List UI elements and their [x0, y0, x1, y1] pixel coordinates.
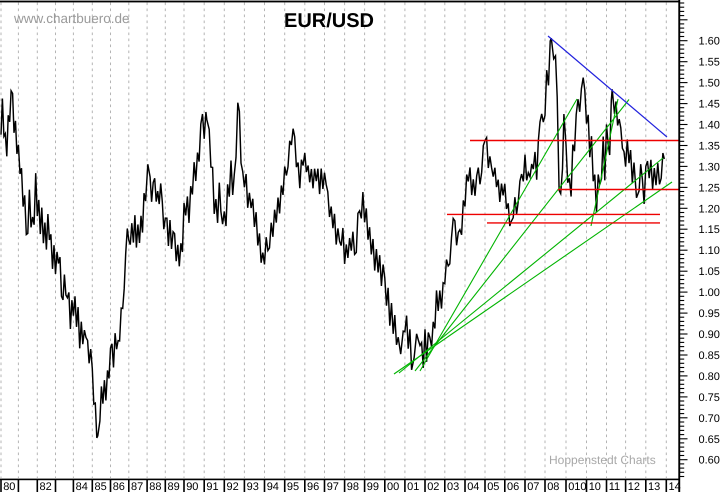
svg-text:0.70: 0.70: [699, 413, 720, 425]
svg-text:96: 96: [307, 481, 319, 492]
svg-text:84: 84: [76, 481, 88, 492]
svg-text:0.65: 0.65: [699, 434, 720, 446]
svg-text:04: 04: [467, 481, 479, 492]
svg-text:1.25: 1.25: [699, 182, 720, 194]
svg-text:12: 12: [628, 481, 640, 492]
svg-text:1.10: 1.10: [699, 245, 720, 257]
svg-text:88: 88: [149, 481, 161, 492]
svg-text:80: 80: [3, 481, 15, 492]
svg-text:99: 99: [367, 481, 379, 492]
svg-text:98: 98: [347, 481, 359, 492]
svg-text:14: 14: [669, 481, 681, 492]
svg-text:0.95: 0.95: [699, 308, 720, 320]
svg-text:94: 94: [267, 481, 279, 492]
svg-text:93: 93: [247, 481, 259, 492]
svg-text:1.00: 1.00: [699, 287, 720, 299]
svg-text:11: 11: [609, 481, 620, 492]
svg-text:13: 13: [648, 481, 660, 492]
svg-text:0.80: 0.80: [699, 371, 720, 383]
svg-text:06: 06: [507, 481, 519, 492]
svg-text:0.85: 0.85: [699, 350, 720, 362]
svg-text:02: 02: [427, 481, 439, 492]
svg-text:07: 07: [527, 481, 539, 492]
svg-text:87: 87: [131, 481, 143, 492]
svg-text:10: 10: [589, 481, 601, 492]
svg-text:08: 08: [547, 481, 559, 492]
svg-text:00: 00: [387, 481, 399, 492]
svg-text:0.75: 0.75: [699, 392, 720, 404]
svg-text:1.05: 1.05: [699, 266, 720, 278]
svg-text:EUR/USD: EUR/USD: [284, 10, 374, 32]
svg-text:0.90: 0.90: [699, 329, 720, 341]
svg-text:89: 89: [168, 481, 180, 492]
svg-text:1.30: 1.30: [699, 161, 720, 173]
svg-text:03: 03: [447, 481, 459, 492]
svg-text:95: 95: [287, 481, 299, 492]
svg-text:1.50: 1.50: [699, 78, 720, 90]
svg-text:1.40: 1.40: [699, 120, 720, 132]
svg-text:0.60: 0.60: [699, 455, 720, 467]
svg-text:1.45: 1.45: [699, 99, 720, 111]
svg-text:91: 91: [206, 481, 218, 492]
svg-text:Hoppenstedt Charts: Hoppenstedt Charts: [549, 453, 656, 467]
svg-text:86: 86: [113, 481, 125, 492]
svg-text:92: 92: [227, 481, 239, 492]
svg-text:01: 01: [407, 481, 419, 492]
svg-text:82: 82: [40, 481, 52, 492]
svg-text:85: 85: [95, 481, 107, 492]
svg-text:www.chartbuero.de: www.chartbuero.de: [13, 11, 130, 26]
svg-text:1.20: 1.20: [699, 203, 720, 215]
svg-text:1.60: 1.60: [699, 36, 720, 48]
svg-text:1.15: 1.15: [699, 224, 720, 236]
svg-text:97: 97: [327, 481, 339, 492]
svg-text:1.55: 1.55: [699, 57, 720, 69]
svg-text:05: 05: [487, 481, 499, 492]
svg-text:1.35: 1.35: [699, 140, 720, 152]
svg-text:90: 90: [186, 481, 198, 492]
svg-text:010: 010: [568, 481, 586, 492]
